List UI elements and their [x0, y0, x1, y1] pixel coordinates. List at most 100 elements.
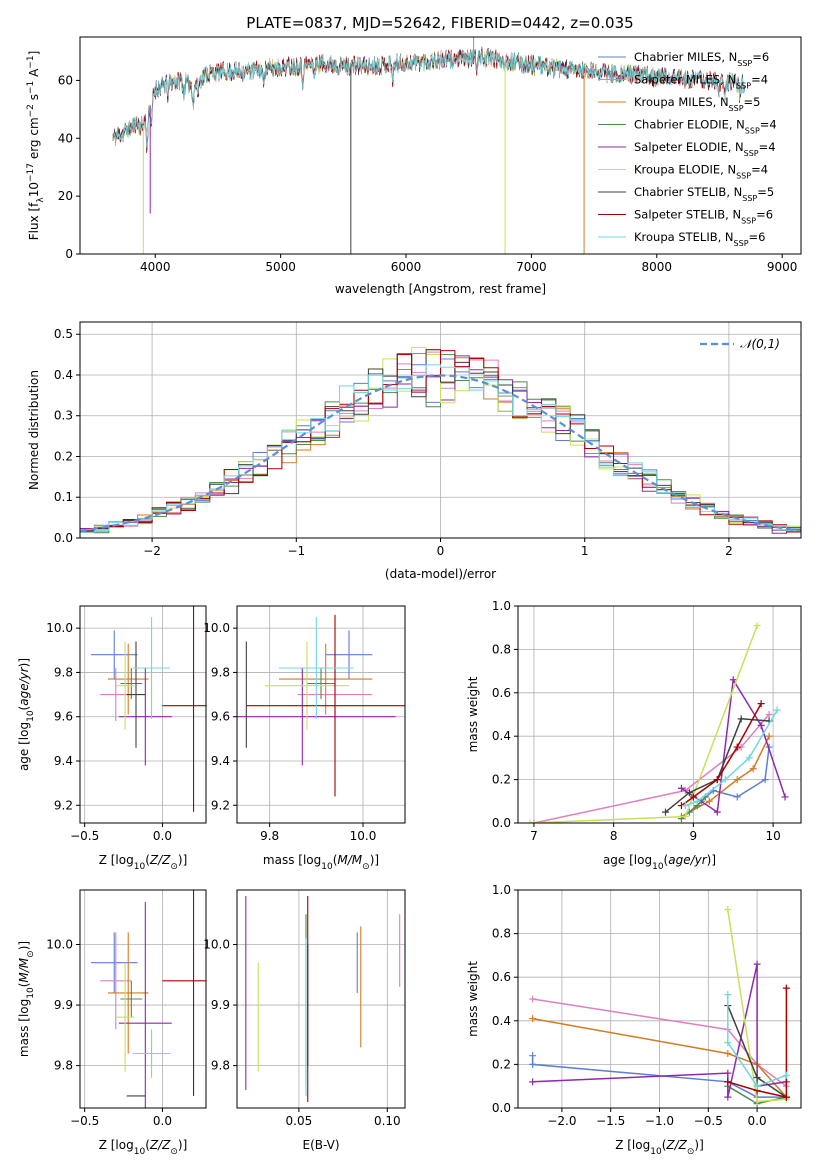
x-tick-label: −2.0	[547, 1114, 576, 1128]
spectrum-series	[112, 48, 745, 149]
x-tick-label: 0.05	[286, 1114, 313, 1128]
x-tick-label: 8000	[642, 260, 673, 274]
x-tick-label: 1	[581, 544, 589, 558]
mass-weight-marker	[782, 1071, 790, 1079]
x-tick-label: −1	[287, 544, 305, 558]
x-axis-label: Z [log10(Z/Z⊙)]	[99, 1138, 188, 1157]
y-tick-label: 0.1	[54, 490, 73, 504]
mass-weight-marker	[529, 1015, 537, 1023]
x-tick-label: 0.10	[374, 1114, 401, 1128]
mass-weight-series	[532, 963, 787, 1098]
mass-weight-marker	[685, 789, 693, 797]
y-tick-label: 10.0	[203, 938, 230, 952]
mass-weight-marker	[713, 776, 721, 784]
plot-area	[112, 37, 745, 254]
x-tick-label: 0	[437, 544, 445, 558]
y-tick-label: 0.8	[492, 642, 511, 656]
mass-weight-marker	[765, 711, 773, 718]
y-axis-label: Flux [fλ10−17 erg cm−2 s−1 A−1]	[26, 51, 46, 241]
mass-weight-marker	[733, 776, 741, 784]
mass-weight-marker	[526, 819, 534, 823]
y-tick-label: 9.9	[54, 998, 73, 1012]
figure-title: PLATE=0837, MJD=52642, FIBERID=0442, z=0…	[246, 14, 633, 32]
x-tick-label: 9000	[767, 260, 798, 274]
x-axis-label: age [log10(age/yr)]	[603, 853, 716, 872]
y-tick-label: 0.2	[492, 1057, 511, 1071]
legend-entry: Kroupa STELIB, NSSP=6	[634, 230, 765, 248]
mass-weight-marker	[753, 1097, 761, 1105]
axes-frame	[79, 36, 802, 255]
y-tick-label: 0.4	[492, 1014, 511, 1028]
mass-weight-marker	[529, 1052, 537, 1060]
x-tick-label: 10	[765, 829, 780, 843]
mass-weight-marker	[677, 784, 685, 792]
y-tick-label: 9.6	[211, 710, 230, 724]
mass-weight-marker	[782, 1093, 790, 1101]
mass-weight-marker	[753, 1073, 761, 1081]
x-tick-label: 7000	[516, 260, 547, 274]
y-tick-label: 0.2	[54, 449, 73, 463]
mass-weight-marker	[737, 715, 745, 723]
legend-entry: 𝒩(0,1)	[740, 337, 780, 351]
mass-weight-marker	[689, 793, 697, 801]
y-tick-label: 0.5	[54, 327, 73, 341]
plot-area	[80, 346, 801, 534]
plot-area	[237, 614, 405, 797]
y-tick-label: 0.8	[492, 927, 511, 941]
y-tick-label: 20	[58, 189, 73, 203]
mass-weight-marker	[530, 819, 538, 823]
gaussian-curve	[80, 374, 801, 532]
mass-weight-marker	[724, 1078, 732, 1086]
axes-frame	[236, 605, 406, 824]
mass-weight-marker	[765, 732, 773, 740]
mass-weight-series	[532, 998, 787, 1087]
x-tick-label: 2	[725, 544, 733, 558]
x-tick-label: 4000	[140, 260, 171, 274]
plot-area	[245, 896, 401, 1102]
legend-entry: Chabrier MILES, NSSP=6	[634, 50, 769, 68]
mass-weight-marker	[529, 1078, 537, 1086]
y-tick-label: 60	[58, 73, 73, 87]
x-tick-label: 0.0	[153, 829, 172, 843]
y-axis-label: mass weight	[466, 961, 480, 1037]
legend-entry: Kroupa ELODIE, NSSP=4	[634, 163, 768, 181]
mass-weight-marker	[757, 700, 765, 708]
plot-area	[90, 606, 206, 812]
x-tick-label: 0.0	[748, 1114, 767, 1128]
x-tick-label: 8	[610, 829, 618, 843]
y-tick-label: 10.0	[203, 621, 230, 635]
mass-weight-marker	[753, 622, 761, 630]
x-axis-label: wavelength [Angstrom, rest frame]	[335, 282, 546, 296]
y-tick-label: 0.0	[54, 531, 73, 545]
mass-weight-marker	[761, 776, 769, 784]
panel-residuals: −2 −1 0 1 2 0.0 0.1 0.2 0.3 0.4 0.5 (data-model)/er…	[27, 321, 802, 581]
legend-entry: Salpeter MILES, NSSP=4	[634, 73, 768, 91]
legend-entry: Chabrier ELODIE, NSSP=4	[634, 118, 777, 136]
x-tick-label: 6000	[391, 260, 422, 274]
mass-weight-marker	[661, 808, 669, 816]
plot-area	[526, 622, 789, 823]
mass-weight-marker	[733, 793, 741, 801]
panel-massweight_vs_Z: −2.0 −1.5 −1.0 −0.5 0.0 0.0 0.2 0.4 0.6 0.8 1.0 Z […	[466, 883, 802, 1157]
mass-weight-series	[727, 988, 788, 1099]
y-tick-label: 0.0	[492, 816, 511, 830]
x-tick-label: 9	[690, 829, 698, 843]
y-tick-label: 0.4	[492, 729, 511, 743]
mass-weight-marker	[529, 995, 537, 1003]
panel-massweight_vs_age: 7 8 9 10 0.0 0.2 0.4 0.6 0.8 1.0 age [log10(age/yr…	[466, 599, 802, 872]
x-tick-label: −1.0	[645, 1114, 674, 1128]
panel-age_vs_mass: 9.8 10.0 9.2 9.4 9.6 9.8 10.0 mass [log10(M/M⊙)…	[203, 605, 406, 872]
y-tick-label: 9.9	[211, 998, 230, 1012]
mass-weight-marker	[724, 991, 732, 999]
panel-mass_vs_ebv: 0.05 0.10 9.8 9.9 10.0 E(B-V)	[203, 889, 406, 1152]
mass-weight-marker	[757, 721, 765, 729]
y-tick-label: 0.2	[492, 773, 511, 787]
panel-mass_vs_Z: −0.5 0.0 9.8 9.9 10.0 Z [log10(Z/Z⊙)] mass [lo…	[17, 889, 207, 1157]
y-tick-label: 10.0	[46, 938, 73, 952]
x-tick-label: −0.5	[694, 1114, 723, 1128]
y-axis-label: Normed distribution	[27, 370, 41, 490]
y-tick-label: 9.8	[211, 1059, 230, 1073]
y-tick-label: 40	[58, 131, 73, 145]
y-tick-label: 10.0	[46, 621, 73, 635]
